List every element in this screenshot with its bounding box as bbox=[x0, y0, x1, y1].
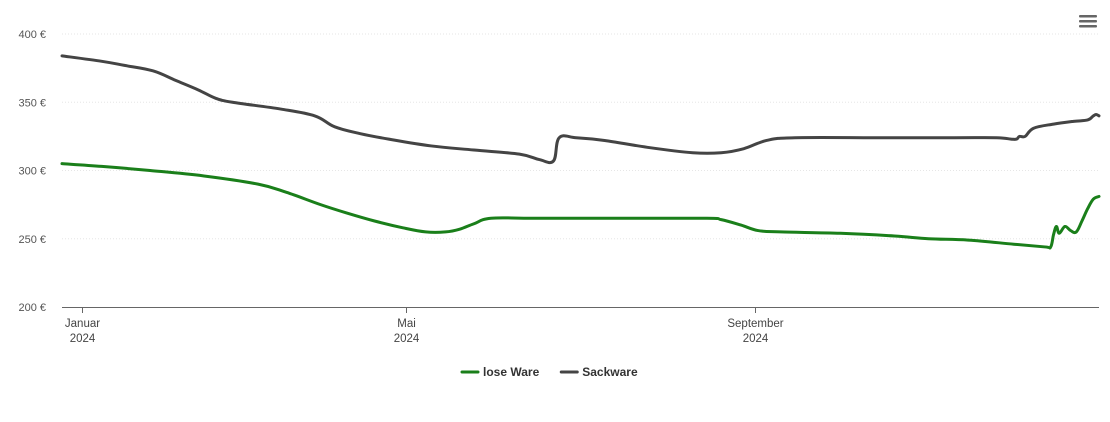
series-lines bbox=[60, 54, 1101, 250]
x-tick-label-year: 2024 bbox=[70, 333, 96, 345]
menu-bar-bottom bbox=[1079, 25, 1097, 28]
x-tick-label-month: September bbox=[727, 318, 783, 330]
y-tick-label: 350 € bbox=[18, 97, 46, 109]
menu-bar-middle bbox=[1079, 20, 1097, 23]
menu-bar-top bbox=[1079, 15, 1097, 18]
x-tick-label-month: Mai bbox=[397, 318, 416, 330]
legend-label: lose Ware bbox=[483, 365, 540, 379]
y-tick-label: 400 € bbox=[18, 29, 46, 41]
x-tick-label-year: 2024 bbox=[394, 333, 420, 345]
legend: lose Ware Sackware bbox=[460, 365, 638, 379]
y-tick-label: 300 € bbox=[18, 166, 46, 178]
series-line-lose-ware[interactable] bbox=[60, 162, 1101, 250]
x-tick-label-month: Januar bbox=[65, 318, 100, 330]
x-axis-ticks: Januar 2024 Mai 2024 September 2024 bbox=[65, 307, 784, 345]
legend-item-lose-ware[interactable]: lose Ware bbox=[460, 365, 540, 379]
legend-label: Sackware bbox=[582, 365, 638, 379]
chart-menu-button[interactable] bbox=[1075, 11, 1101, 33]
series-line-sackware[interactable] bbox=[60, 54, 1101, 165]
legend-item-sackware[interactable]: Sackware bbox=[559, 365, 638, 379]
y-axis-tick-labels: 200 € 250 € 300 € 350 € 400 € bbox=[18, 29, 46, 314]
y-tick-label: 200 € bbox=[18, 302, 46, 314]
y-tick-label: 250 € bbox=[18, 234, 46, 246]
x-tick-label-year: 2024 bbox=[743, 333, 769, 345]
hamburger-menu-icon[interactable] bbox=[1079, 15, 1097, 28]
